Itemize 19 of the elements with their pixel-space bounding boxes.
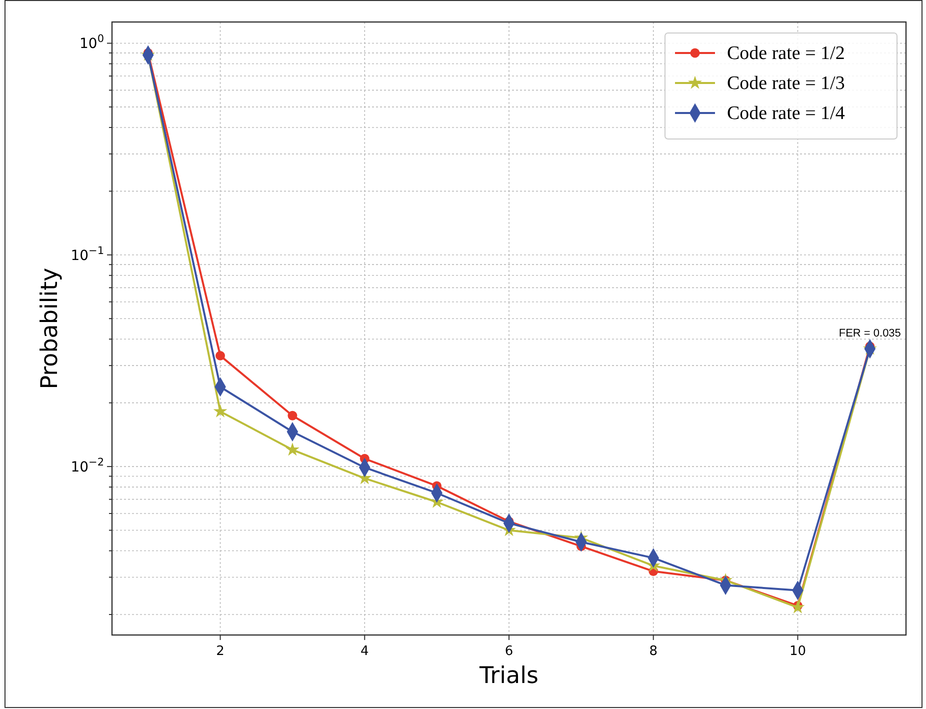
annotation: FER = 0.035	[838, 327, 901, 340]
y-tick-label: 10$^{0}$	[79, 33, 104, 52]
point	[286, 442, 300, 456]
point	[216, 350, 225, 360]
y-axis-title: Probability	[37, 268, 63, 390]
legend-label: Code rate = 1/3	[727, 73, 845, 94]
x-tick-label: 8	[649, 644, 658, 659]
y-tick-label: 10$^{−1}$	[70, 244, 104, 264]
point	[790, 600, 805, 614]
x-tick-label: 10	[789, 644, 806, 659]
point	[213, 404, 228, 418]
x-tick-label: 4	[360, 644, 369, 659]
x-axis-title: Trials	[478, 663, 538, 689]
point	[288, 410, 298, 420]
legend-label: Code rate = 1/2	[727, 43, 845, 64]
x-tick-label: 2	[216, 644, 224, 659]
legend-label: Code rate = 1/4	[727, 103, 846, 124]
y-tick-label: 10$^{−2}$	[70, 456, 104, 476]
x-tick-label: 6	[504, 644, 514, 659]
